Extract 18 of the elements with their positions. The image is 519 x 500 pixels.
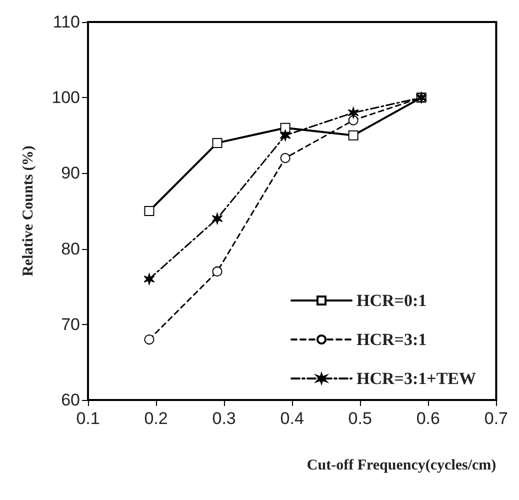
y-tick-label: 100 xyxy=(52,88,80,108)
x-tick-label: 0.7 xyxy=(484,409,508,428)
legend-label: HCR=3:1+TEW xyxy=(356,369,476,388)
legend-label: HCR=3:1 xyxy=(356,330,427,349)
y-tick-label: 70 xyxy=(61,314,80,334)
legend-label: HCR=0:1 xyxy=(356,291,427,310)
x-tick-label: 0.5 xyxy=(348,409,372,428)
x-tick-label: 0.6 xyxy=(416,409,440,428)
x-tick-label: 0.4 xyxy=(280,409,304,428)
y-tick-label: 60 xyxy=(61,390,80,410)
x-tick-label: 0.3 xyxy=(212,409,236,428)
y-axis-title: Relative Counts (%) xyxy=(20,146,36,276)
x-tick-label: 0.1 xyxy=(76,409,100,428)
x-tick-label: 0.2 xyxy=(144,409,168,428)
y-tick-label: 110 xyxy=(52,12,80,32)
y-tick-label: 80 xyxy=(61,239,80,258)
y-tick-label: 90 xyxy=(61,164,80,183)
x-axis-title: Cut-off Frequency(cycles/cm) xyxy=(306,458,496,474)
